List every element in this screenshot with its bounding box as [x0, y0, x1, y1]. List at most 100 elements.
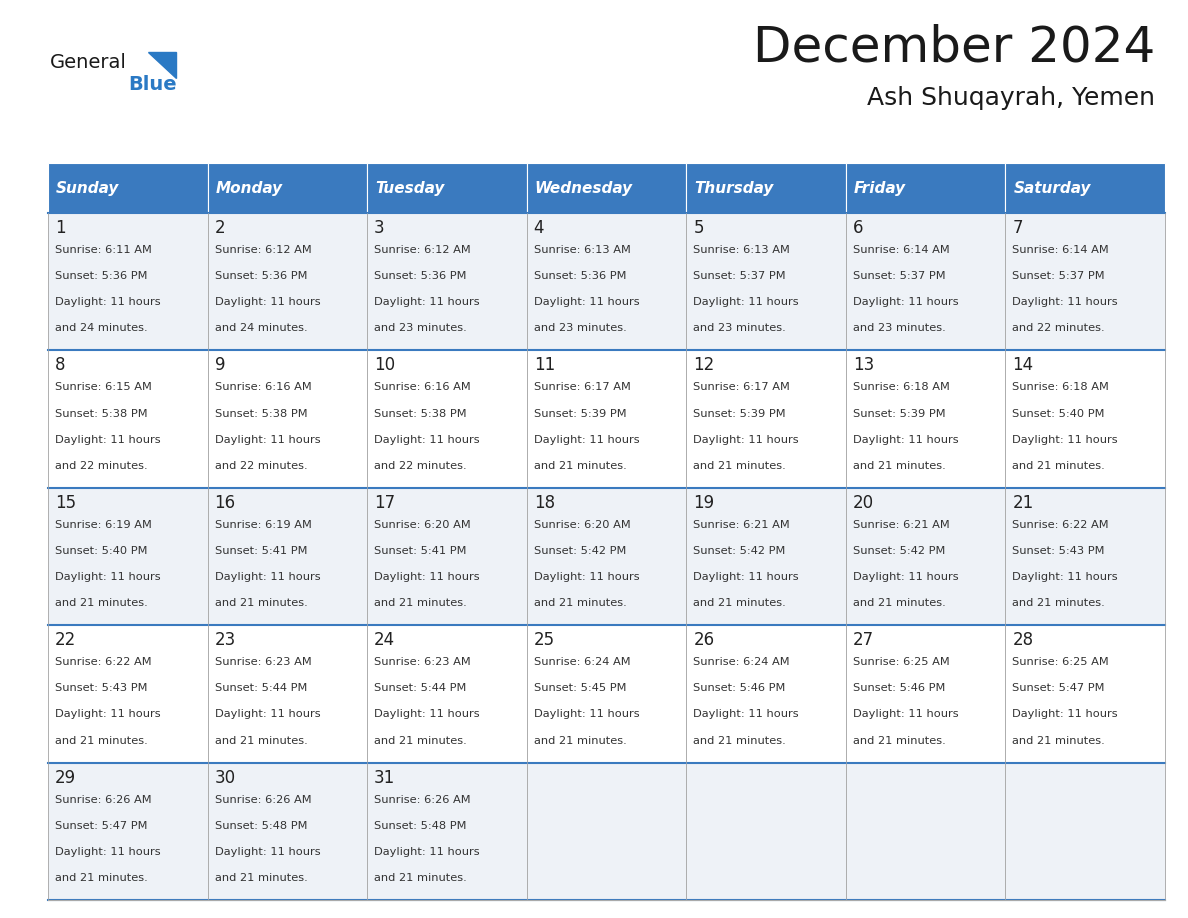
Text: Sunset: 5:42 PM: Sunset: 5:42 PM	[533, 546, 626, 556]
Text: Sunset: 5:43 PM: Sunset: 5:43 PM	[55, 683, 147, 693]
Text: and 21 minutes.: and 21 minutes.	[533, 599, 626, 608]
Bar	[687, 351, 846, 487]
Text: 4: 4	[533, 219, 544, 237]
Text: and 21 minutes.: and 21 minutes.	[374, 873, 467, 883]
Text: Sunset: 5:41 PM: Sunset: 5:41 PM	[374, 546, 467, 556]
Polygon shape	[148, 52, 176, 78]
Bar	[526, 763, 687, 900]
Text: and 21 minutes.: and 21 minutes.	[853, 599, 946, 608]
Text: 12: 12	[694, 356, 714, 375]
Text: Daylight: 11 hours: Daylight: 11 hours	[374, 710, 480, 720]
Text: 18: 18	[533, 494, 555, 512]
Text: and 21 minutes.: and 21 minutes.	[215, 599, 308, 608]
Bar	[846, 351, 1005, 487]
Text: Daylight: 11 hours: Daylight: 11 hours	[215, 297, 321, 308]
Bar	[208, 213, 367, 351]
Text: Daylight: 11 hours: Daylight: 11 hours	[55, 572, 160, 582]
Text: Sunrise: 6:13 AM: Sunrise: 6:13 AM	[533, 245, 631, 255]
Text: Ash Shuqayrah, Yemen: Ash Shuqayrah, Yemen	[867, 86, 1155, 110]
Text: Sunrise: 6:11 AM: Sunrise: 6:11 AM	[55, 245, 152, 255]
Text: Sunrise: 6:22 AM: Sunrise: 6:22 AM	[1012, 520, 1110, 530]
Text: 30: 30	[215, 768, 235, 787]
Text: Sunrise: 6:13 AM: Sunrise: 6:13 AM	[694, 245, 790, 255]
Text: Daylight: 11 hours: Daylight: 11 hours	[55, 297, 160, 308]
Bar	[208, 351, 367, 487]
Bar	[526, 213, 687, 351]
Text: Sunrise: 6:26 AM: Sunrise: 6:26 AM	[55, 795, 152, 804]
Text: Daylight: 11 hours: Daylight: 11 hours	[694, 434, 798, 444]
Text: and 21 minutes.: and 21 minutes.	[215, 735, 308, 745]
Text: Sunrise: 6:20 AM: Sunrise: 6:20 AM	[533, 520, 631, 530]
Text: Daylight: 11 hours: Daylight: 11 hours	[1012, 572, 1118, 582]
Text: Sunrise: 6:19 AM: Sunrise: 6:19 AM	[215, 520, 311, 530]
Bar	[1005, 625, 1165, 763]
Text: Sunset: 5:37 PM: Sunset: 5:37 PM	[694, 271, 786, 281]
Text: 22: 22	[55, 632, 76, 649]
Text: Daylight: 11 hours: Daylight: 11 hours	[533, 710, 639, 720]
Text: Tuesday: Tuesday	[375, 181, 444, 196]
Text: 23: 23	[215, 632, 236, 649]
Text: Sunrise: 6:21 AM: Sunrise: 6:21 AM	[694, 520, 790, 530]
Text: 7: 7	[1012, 219, 1023, 237]
Bar	[208, 487, 367, 625]
Text: Sunrise: 6:20 AM: Sunrise: 6:20 AM	[374, 520, 470, 530]
Text: and 24 minutes.: and 24 minutes.	[55, 323, 147, 333]
Text: Sunrise: 6:25 AM: Sunrise: 6:25 AM	[1012, 657, 1110, 667]
Bar	[367, 487, 526, 625]
Bar	[48, 351, 208, 487]
Text: Daylight: 11 hours: Daylight: 11 hours	[853, 297, 959, 308]
Text: Daylight: 11 hours: Daylight: 11 hours	[1012, 710, 1118, 720]
Text: Monday: Monday	[215, 181, 283, 196]
Text: Sunset: 5:44 PM: Sunset: 5:44 PM	[215, 683, 307, 693]
Text: and 23 minutes.: and 23 minutes.	[374, 323, 467, 333]
Text: Sunset: 5:47 PM: Sunset: 5:47 PM	[1012, 683, 1105, 693]
Text: Daylight: 11 hours: Daylight: 11 hours	[215, 572, 321, 582]
Text: Sunrise: 6:23 AM: Sunrise: 6:23 AM	[374, 657, 470, 667]
Text: Sunset: 5:44 PM: Sunset: 5:44 PM	[374, 683, 467, 693]
Text: Sunrise: 6:15 AM: Sunrise: 6:15 AM	[55, 383, 152, 392]
Text: Sunset: 5:40 PM: Sunset: 5:40 PM	[55, 546, 147, 556]
Bar	[687, 625, 846, 763]
Bar	[367, 163, 526, 213]
Text: Sunset: 5:45 PM: Sunset: 5:45 PM	[533, 683, 626, 693]
Text: 2: 2	[215, 219, 226, 237]
Bar	[1005, 487, 1165, 625]
Text: and 23 minutes.: and 23 minutes.	[694, 323, 786, 333]
Text: and 23 minutes.: and 23 minutes.	[853, 323, 946, 333]
Text: Saturday: Saturday	[1013, 181, 1091, 196]
Text: Friday: Friday	[854, 181, 906, 196]
Text: and 21 minutes.: and 21 minutes.	[853, 461, 946, 471]
Text: Sunset: 5:42 PM: Sunset: 5:42 PM	[694, 546, 785, 556]
Text: and 23 minutes.: and 23 minutes.	[533, 323, 626, 333]
Text: 21: 21	[1012, 494, 1034, 512]
Text: Daylight: 11 hours: Daylight: 11 hours	[694, 297, 798, 308]
Bar	[687, 213, 846, 351]
Bar	[208, 763, 367, 900]
Text: and 21 minutes.: and 21 minutes.	[1012, 735, 1105, 745]
Text: and 21 minutes.: and 21 minutes.	[1012, 461, 1105, 471]
Text: Sunset: 5:38 PM: Sunset: 5:38 PM	[215, 409, 308, 419]
Text: Sunset: 5:48 PM: Sunset: 5:48 PM	[215, 821, 307, 831]
Bar	[208, 625, 367, 763]
Text: Sunrise: 6:18 AM: Sunrise: 6:18 AM	[1012, 383, 1110, 392]
Text: Sunset: 5:40 PM: Sunset: 5:40 PM	[1012, 409, 1105, 419]
Text: Daylight: 11 hours: Daylight: 11 hours	[55, 434, 160, 444]
Text: Sunrise: 6:14 AM: Sunrise: 6:14 AM	[1012, 245, 1110, 255]
Text: Daylight: 11 hours: Daylight: 11 hours	[374, 297, 480, 308]
Text: 28: 28	[1012, 632, 1034, 649]
Text: Sunrise: 6:21 AM: Sunrise: 6:21 AM	[853, 520, 949, 530]
Text: and 21 minutes.: and 21 minutes.	[55, 735, 147, 745]
Text: Daylight: 11 hours: Daylight: 11 hours	[533, 297, 639, 308]
Text: and 21 minutes.: and 21 minutes.	[694, 735, 786, 745]
Text: Wednesday: Wednesday	[535, 181, 633, 196]
Bar	[687, 487, 846, 625]
Text: and 22 minutes.: and 22 minutes.	[374, 461, 467, 471]
Text: Sunset: 5:41 PM: Sunset: 5:41 PM	[215, 546, 307, 556]
Text: Blue: Blue	[128, 75, 177, 95]
Text: Daylight: 11 hours: Daylight: 11 hours	[853, 572, 959, 582]
Text: Sunset: 5:39 PM: Sunset: 5:39 PM	[853, 409, 946, 419]
Text: Daylight: 11 hours: Daylight: 11 hours	[55, 846, 160, 856]
Bar	[846, 163, 1005, 213]
Text: and 24 minutes.: and 24 minutes.	[215, 323, 308, 333]
Text: 24: 24	[374, 632, 396, 649]
